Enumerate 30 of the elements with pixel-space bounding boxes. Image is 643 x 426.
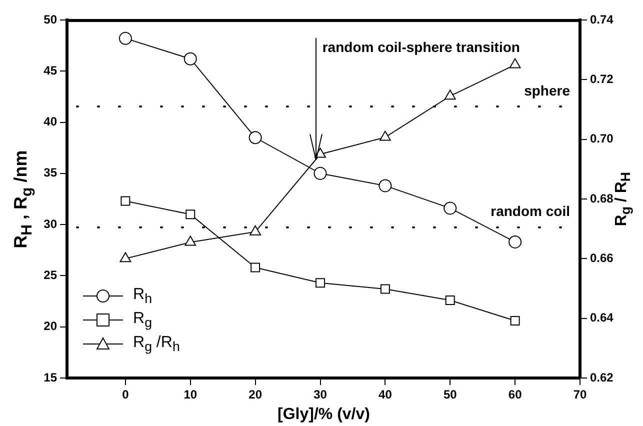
y2-tick-label: 0.72 [590,72,614,86]
y2-tick-label: 0.70 [590,132,614,146]
y-tick-label: 50 [44,12,58,26]
x-tick-label: 50 [443,388,458,402]
legend-label: R$_{h}$ [133,286,152,306]
legend-label: R$_{g}$ /R$_{h}$ [133,334,180,354]
y2-tick-label: 0.68 [590,191,614,206]
y-tick-label: 25 [44,268,58,282]
x-tick-label: 40 [378,388,392,402]
annotation: random coil-sphere transition [322,38,520,55]
y-tick-label: 35 [44,166,58,180]
y-tick-label: 45 [44,63,58,78]
y-tick-label: 15 [44,370,58,384]
y2-tick-label: 0.66 [590,250,614,265]
y2-tick-label: 0.64 [590,310,614,325]
x-tick-label: 60 [508,388,522,402]
y2-tick-label: 0.62 [590,370,614,384]
x-tick-label: 10 [184,388,198,402]
y-tick-label: 20 [44,319,58,334]
x-tick-label: 20 [248,388,262,402]
x-tick-label: 0 [122,388,130,402]
y-tick-label: 40 [44,114,58,129]
y2-tick-label: 0.74 [590,12,614,26]
x-tick-label: 70 [573,388,587,402]
x-tick-label: 30 [314,388,328,402]
legend-label: R$_{g}$ [133,310,152,330]
x-axis-title: [Gly]/% (v/v) [278,406,370,424]
ref-line-label: sphere [524,82,570,98]
ref-line-label: random coil [490,203,570,220]
y-tick-label: 30 [44,216,58,231]
